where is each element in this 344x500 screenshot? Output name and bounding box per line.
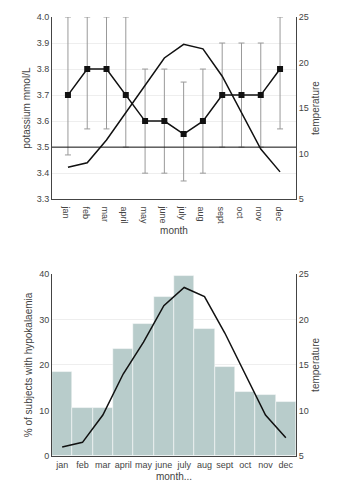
svg-text:5: 5 bbox=[299, 451, 304, 461]
svg-text:may: may bbox=[139, 206, 149, 224]
svg-text:10: 10 bbox=[39, 406, 49, 416]
svg-text:10: 10 bbox=[299, 149, 309, 159]
svg-text:dec: dec bbox=[279, 460, 294, 470]
svg-text:feb: feb bbox=[76, 460, 89, 470]
svg-text:3.5: 3.5 bbox=[37, 142, 50, 152]
svg-text:5: 5 bbox=[299, 194, 304, 204]
svg-text:oct: oct bbox=[239, 460, 252, 470]
svg-text:aug: aug bbox=[197, 460, 212, 470]
svg-text:20: 20 bbox=[39, 360, 49, 370]
svg-text:10: 10 bbox=[299, 406, 309, 416]
svg-text:potassium mmol/L: potassium mmol/L bbox=[21, 67, 32, 149]
svg-text:3.6: 3.6 bbox=[37, 116, 50, 126]
svg-text:aug: aug bbox=[196, 206, 206, 221]
svg-text:temperature: temperature bbox=[310, 81, 321, 135]
svg-text:month: month bbox=[160, 225, 188, 236]
svg-text:june: june bbox=[158, 205, 168, 223]
svg-text:nov: nov bbox=[254, 206, 264, 221]
svg-text:20: 20 bbox=[299, 315, 309, 325]
svg-text:mar: mar bbox=[95, 460, 111, 470]
svg-text:3.9: 3.9 bbox=[37, 38, 50, 48]
svg-text:25: 25 bbox=[299, 269, 309, 279]
svg-text:40: 40 bbox=[39, 269, 49, 279]
svg-text:june: june bbox=[154, 460, 172, 470]
svg-text:may: may bbox=[135, 460, 153, 470]
svg-text:30: 30 bbox=[39, 315, 49, 325]
svg-text:jan: jan bbox=[61, 205, 71, 218]
svg-text:15: 15 bbox=[299, 360, 309, 370]
svg-text:july: july bbox=[177, 205, 187, 220]
svg-text:mar: mar bbox=[100, 206, 110, 222]
svg-text:temperature: temperature bbox=[310, 338, 321, 392]
svg-text:month...: month... bbox=[156, 471, 192, 482]
svg-text:sept: sept bbox=[216, 460, 234, 470]
svg-text:dec: dec bbox=[274, 206, 284, 221]
svg-text:jan: jan bbox=[55, 460, 68, 470]
svg-text:april: april bbox=[119, 206, 129, 223]
svg-text:nov: nov bbox=[258, 460, 273, 470]
svg-text:sept: sept bbox=[216, 206, 226, 224]
svg-text:3.3: 3.3 bbox=[37, 194, 50, 204]
svg-text:% of subjects with hypokalaemi: % of subjects with hypokalaemia bbox=[23, 292, 34, 437]
svg-text:3.7: 3.7 bbox=[37, 90, 50, 100]
svg-text:0: 0 bbox=[44, 451, 49, 461]
svg-text:oct: oct bbox=[235, 206, 245, 219]
svg-text:20: 20 bbox=[299, 58, 309, 68]
svg-text:april: april bbox=[115, 460, 132, 470]
svg-text:15: 15 bbox=[299, 103, 309, 113]
svg-text:25: 25 bbox=[299, 12, 309, 22]
svg-text:july: july bbox=[176, 460, 191, 470]
svg-text:3.8: 3.8 bbox=[37, 64, 50, 74]
svg-text:feb: feb bbox=[81, 206, 91, 219]
svg-text:3.4: 3.4 bbox=[37, 168, 50, 178]
svg-text:4.0: 4.0 bbox=[37, 12, 50, 22]
